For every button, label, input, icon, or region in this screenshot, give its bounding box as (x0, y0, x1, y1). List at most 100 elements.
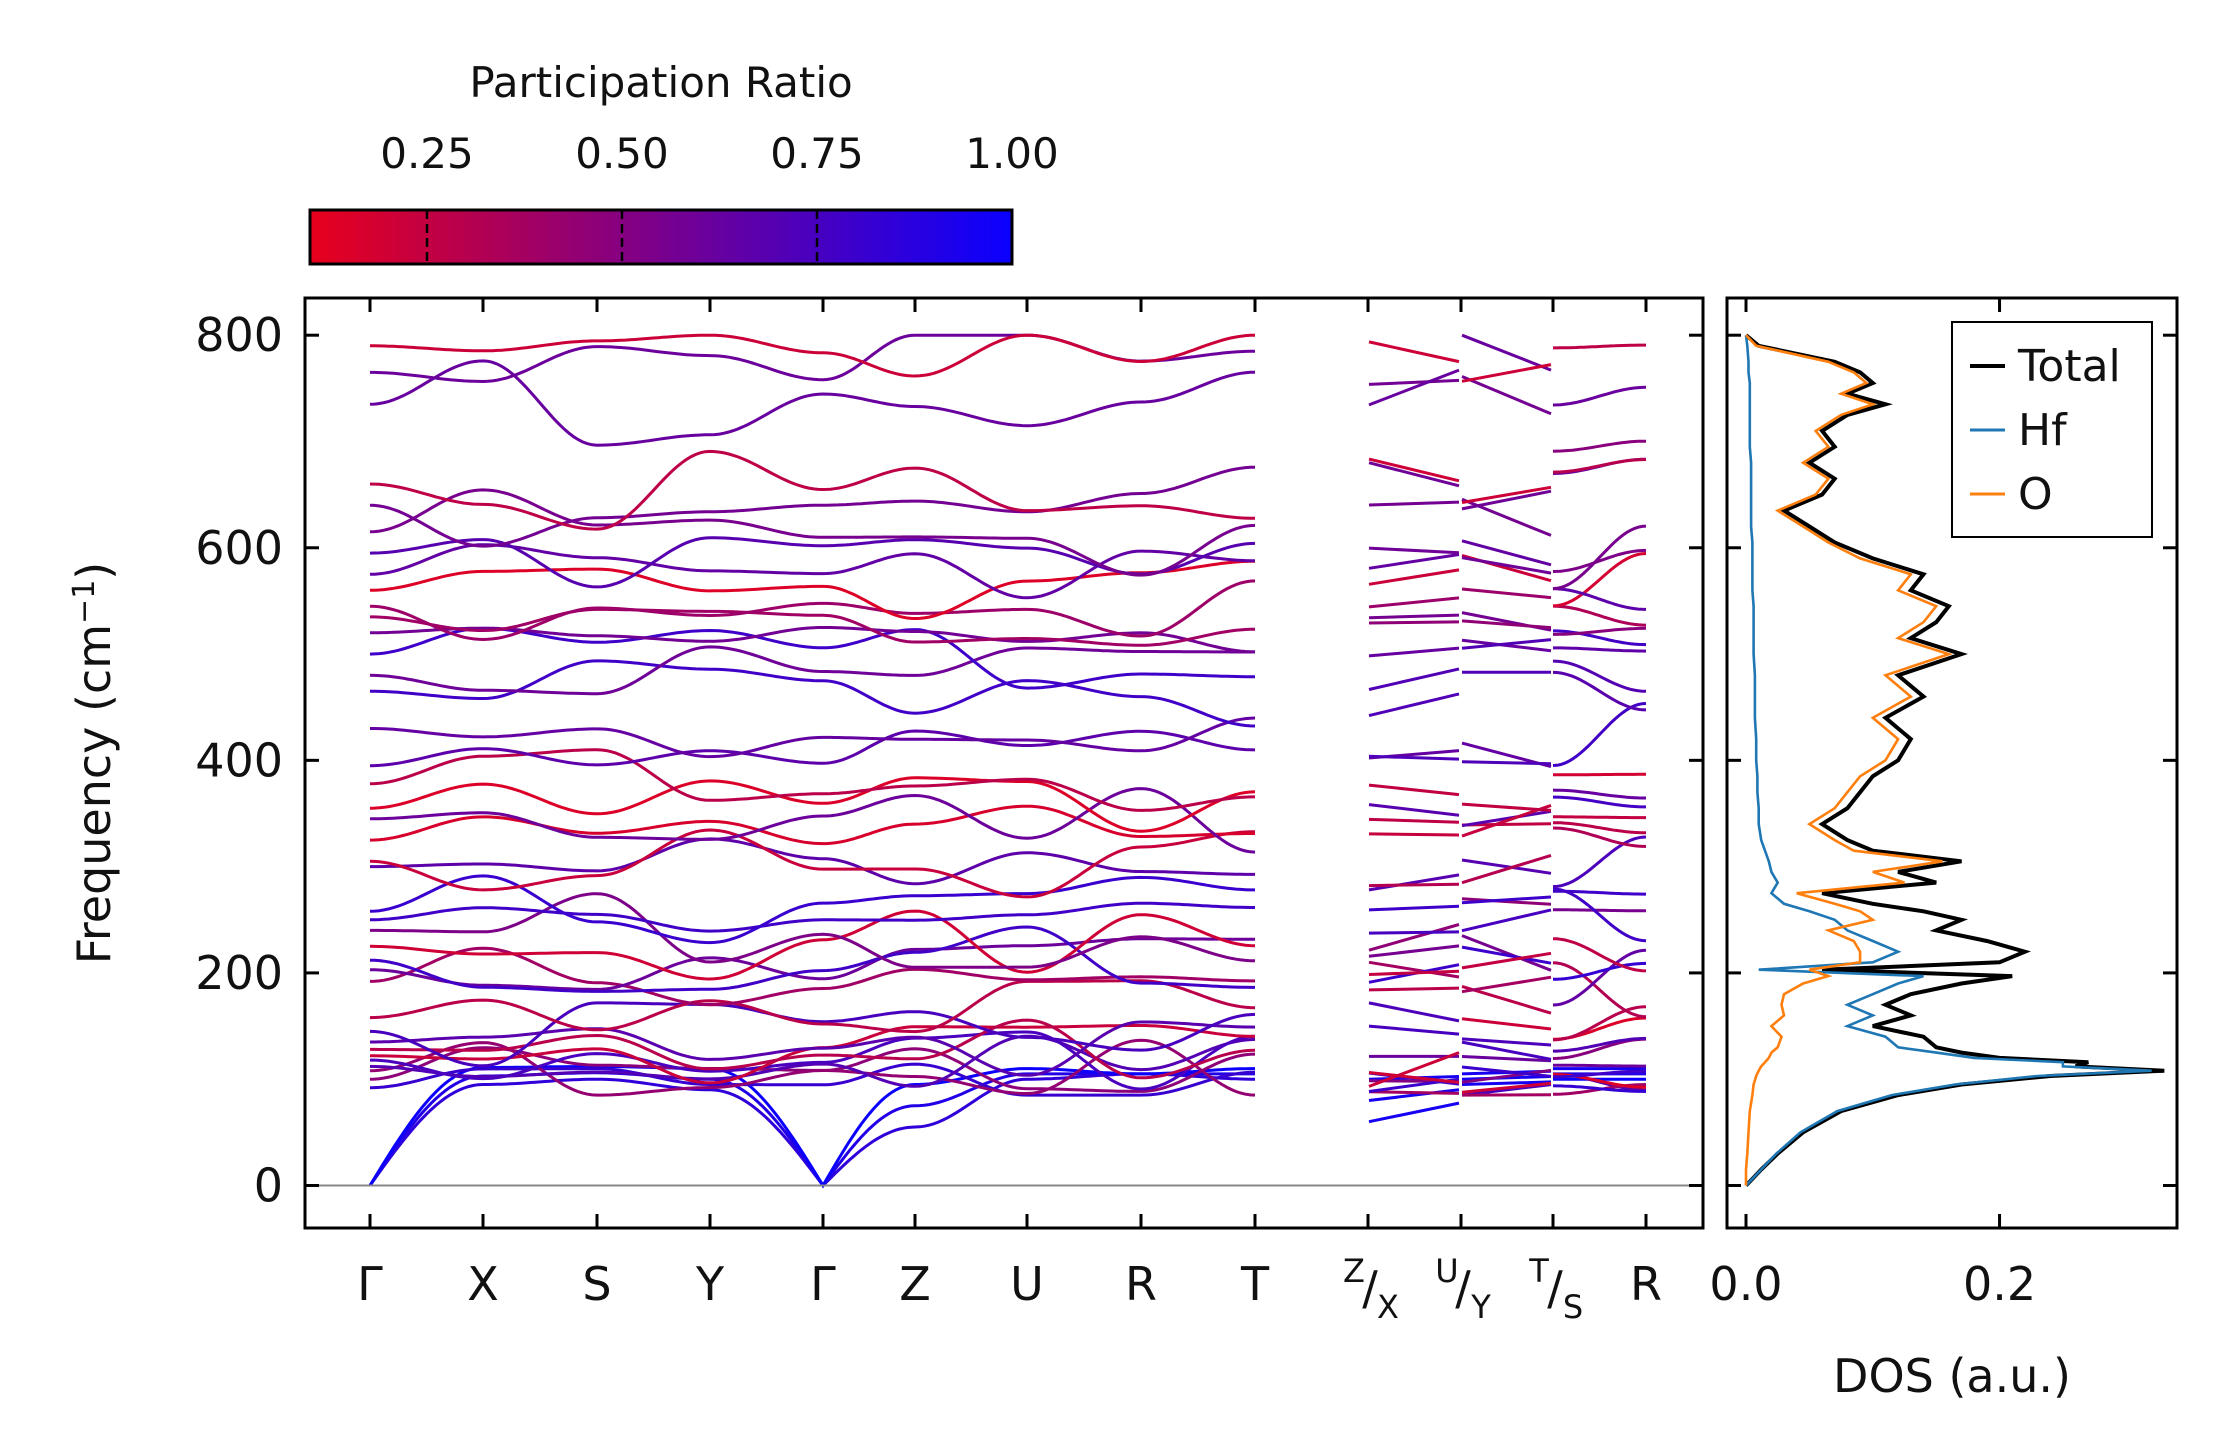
band-line (1553, 821, 1646, 835)
band-line (369, 909, 1256, 981)
dos-legend: Total Hf O (1951, 321, 2153, 538)
band-line (1552, 702, 1647, 767)
band-line (1368, 960, 1460, 979)
band-line (1368, 368, 1460, 407)
band-y-ticks: 0 200 400 600 800 (195, 308, 1703, 1212)
band-line (369, 729, 1256, 768)
band-line (1552, 659, 1647, 693)
colorbar-tick-label: 0.25 (380, 129, 474, 178)
band-line (369, 828, 1256, 899)
band-line (1552, 835, 1647, 889)
band-line (1461, 897, 1552, 906)
colorbar: Participation Ratio 0.25 0.50 0.75 1.00 (308, 58, 1059, 266)
band-line (1368, 969, 1460, 976)
dos-lines (1744, 333, 2165, 1187)
band-line (1368, 986, 1460, 992)
band-line (1552, 937, 1647, 973)
band-line (1461, 760, 1552, 766)
band-line (1461, 1080, 1552, 1086)
x-tick-label-sub: Y (1470, 1288, 1491, 1326)
band-line (1368, 923, 1460, 952)
band-line (370, 892, 1256, 969)
band-line (1461, 951, 1552, 970)
band-line (369, 579, 1256, 642)
band-line (1552, 1016, 1647, 1041)
band-line (1553, 1063, 1646, 1068)
band-line (369, 776, 1256, 833)
band-line (1461, 539, 1552, 567)
band-line (1368, 340, 1460, 364)
band-line (1552, 458, 1647, 474)
band-axes-frame (303, 296, 1705, 1230)
band-line (1552, 948, 1647, 1007)
band-line (1368, 873, 1460, 892)
band-line (1368, 461, 1460, 488)
band-line (370, 837, 1255, 886)
dos-axes-frame (1725, 296, 2179, 1230)
band-line (1368, 613, 1460, 620)
x-tick-label: Y (695, 1257, 725, 1311)
band-line (1368, 1001, 1460, 1023)
band-line (1461, 1055, 1552, 1063)
band-line (1552, 385, 1647, 407)
band-line (1552, 1084, 1647, 1093)
x-tick-label: Γ (810, 1257, 836, 1311)
x-tick-label-sub: X (1377, 1288, 1399, 1326)
band-line (1461, 1065, 1552, 1078)
band-line (369, 488, 1256, 577)
band-line (1461, 934, 1552, 972)
band-line (369, 937, 1255, 991)
x-tick-label-sup: Z (1343, 1252, 1365, 1290)
band-line (1553, 626, 1647, 636)
band-line (1368, 568, 1460, 586)
x-tick-label-sub: S (1563, 1288, 1583, 1326)
band-line (1368, 930, 1460, 935)
band-line (1553, 629, 1647, 647)
band-line (1552, 587, 1647, 611)
band-line (1461, 587, 1552, 600)
band-line (369, 901, 1255, 933)
x-tick-label: R (1125, 1257, 1157, 1311)
colorbar-bar (308, 208, 1014, 266)
legend-items: Total Hf O (1970, 341, 2121, 520)
x-tick-label: T (1240, 1257, 1270, 1311)
band-line (369, 1062, 1256, 1097)
band-line (1368, 620, 1460, 625)
colorbar-tick-label: 0.50 (575, 129, 669, 178)
x-tick-label: Z (899, 1257, 931, 1311)
band-line (1552, 1005, 1647, 1042)
band-line (369, 645, 1255, 696)
band-line (1368, 803, 1460, 817)
band-line (1461, 1037, 1552, 1047)
band-line (1552, 548, 1647, 573)
band-line (1553, 343, 1646, 350)
band-line (1368, 944, 1460, 958)
band-line (370, 1020, 1256, 1077)
band-line (369, 946, 1255, 1007)
x-tick-label: X (467, 1257, 499, 1311)
band-line (369, 925, 1255, 993)
band-line (1552, 439, 1646, 453)
dos-y-ticks (1727, 333, 2177, 1187)
band-line (1461, 1040, 1552, 1061)
colorbar-tick-label: 0.75 (770, 129, 864, 178)
colorbar-title: Participation Ratio (469, 58, 852, 107)
band-line (370, 1018, 1256, 1080)
band-line (1461, 1017, 1552, 1031)
band-line (369, 1001, 1256, 1068)
band-line (1461, 497, 1552, 537)
band-line (1461, 858, 1552, 875)
x-tick-label-slash: / (1547, 1261, 1563, 1315)
y-tick-label: 0 (254, 1158, 283, 1212)
x-tick-label: R (1630, 1257, 1662, 1311)
dos-x-ticks: 0.0 0.2 (1709, 298, 2036, 1311)
band-line (1461, 908, 1552, 933)
legend-label: Hf (2018, 405, 2068, 456)
x-tick-label-slash: / (1455, 1261, 1471, 1315)
band-line (369, 465, 1256, 548)
band-line (1461, 489, 1552, 511)
band-line (1368, 1024, 1460, 1036)
band-line (1368, 783, 1460, 797)
dos-curve-hf (1744, 335, 2152, 1187)
band-line (1368, 817, 1460, 824)
